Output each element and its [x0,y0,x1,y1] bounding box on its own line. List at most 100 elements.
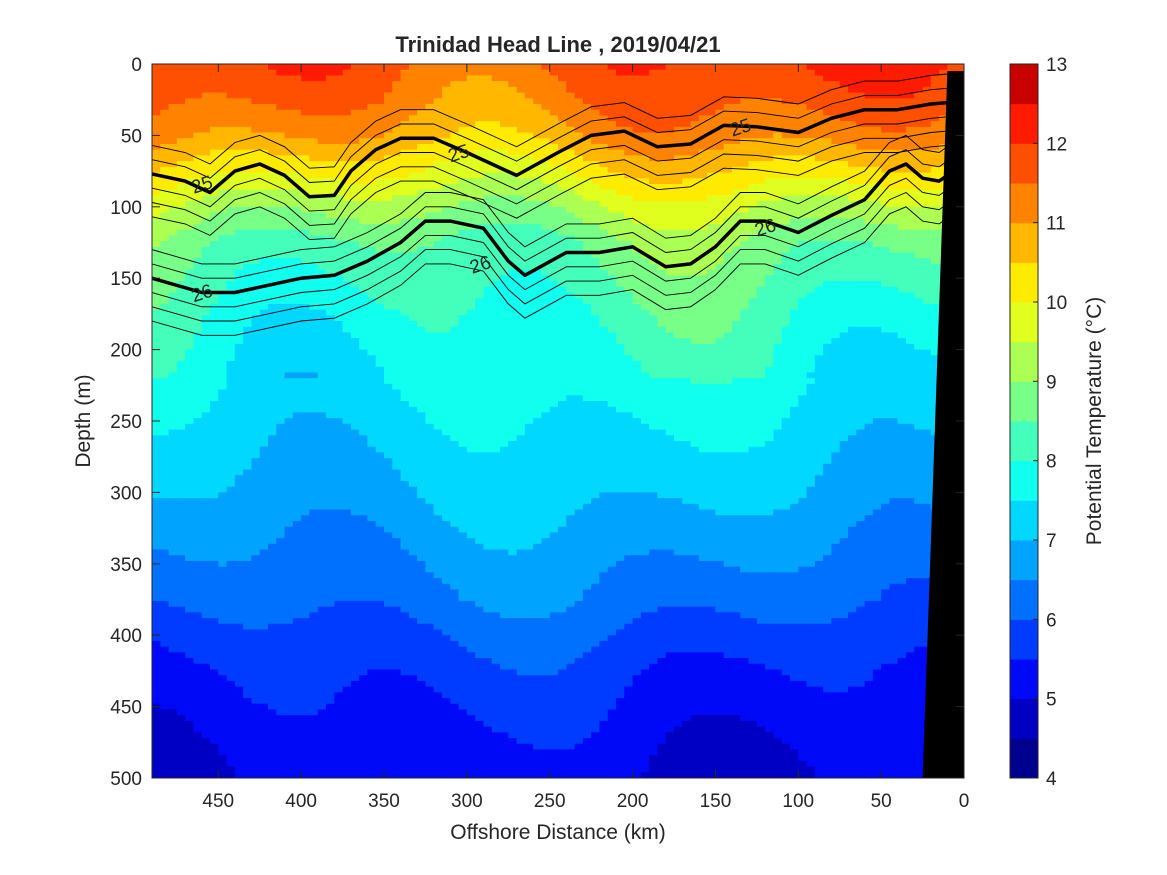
field-cell [160,560,170,568]
field-cell [458,463,468,471]
field-cell [458,698,468,705]
field-cell [243,92,253,99]
field-cell [433,132,443,139]
field-cell [342,292,352,299]
field-cell [417,423,427,431]
field-cell [400,189,410,196]
field-cell [326,492,335,499]
field-cell [226,138,236,145]
field-cell [334,555,344,562]
field-cell [334,303,344,311]
field-cell [400,692,410,699]
field-cell [301,286,311,294]
field-cell [152,532,161,539]
field-cell [408,355,418,362]
field-cell [317,543,327,551]
field-cell [442,183,451,191]
field-cell [251,338,261,345]
field-cell [442,321,451,328]
field-cell [317,166,327,174]
field-cell [458,286,468,294]
field-cell [234,680,244,688]
field-cell [408,463,418,471]
field-cell [458,241,468,248]
field-cell [350,772,360,778]
field-cell [466,286,476,294]
temperature-field [152,64,964,778]
field-cell [433,658,443,665]
field-cell [367,343,377,351]
field-cell [251,555,261,562]
field-cell [317,138,327,145]
field-cell [276,412,286,419]
field-cell [326,241,335,248]
field-cell [342,738,352,745]
field-cell [392,315,402,322]
field-cell [160,526,170,533]
field-cell [317,589,327,596]
field-cell [392,480,402,488]
field-cell [408,629,418,636]
field-cell [201,269,211,276]
field-cell [342,720,352,728]
field-cell [309,361,319,368]
field-cell [201,760,211,768]
field-cell [408,520,418,528]
field-cell [185,698,195,705]
field-cell [425,401,435,408]
field-cell [185,440,195,448]
field-cell [367,640,377,648]
field-cell [259,463,269,471]
field-cell [301,480,311,488]
field-cell [243,429,253,436]
field-cell [210,709,219,716]
field-cell [384,166,393,174]
field-cell [201,372,211,379]
field-cell [359,475,369,482]
field-cell [450,720,460,728]
field-cell [176,372,186,379]
field-cell [292,612,302,619]
field-cell [276,749,286,756]
field-cell [400,458,410,465]
field-cell [276,103,286,111]
field-cell [234,361,244,368]
field-cell [375,715,385,722]
field-cell [168,361,178,368]
field-cell [176,520,186,528]
field-cell [185,543,195,551]
field-cell [309,286,319,294]
field-cell [450,703,460,711]
field-cell [359,526,369,533]
field-cell [375,640,385,648]
field-cell [466,635,476,642]
field-cell [268,383,277,391]
field-cell [201,589,211,596]
field-cell [284,378,294,385]
field-cell [367,275,377,282]
field-cell [160,126,170,134]
field-cell [243,143,253,151]
field-cell [251,720,261,728]
field-cell [384,218,393,225]
field-cell [301,720,311,728]
field-cell [350,321,360,328]
field-cell [425,378,435,385]
field-cell [226,321,236,328]
field-cell [458,658,468,665]
field-cell [326,543,335,551]
field-cell [259,64,269,71]
field-cell [458,423,468,431]
field-cell [234,612,244,619]
field-cell [334,486,344,493]
field-cell [326,389,335,396]
field-cell [176,246,186,254]
field-cell [458,509,468,516]
field-cell [152,98,161,105]
field-cell [251,81,261,88]
field-cell [234,378,244,385]
field-cell [384,435,393,442]
field-cell [408,155,418,162]
field-cell [408,720,418,728]
field-cell [458,515,468,522]
